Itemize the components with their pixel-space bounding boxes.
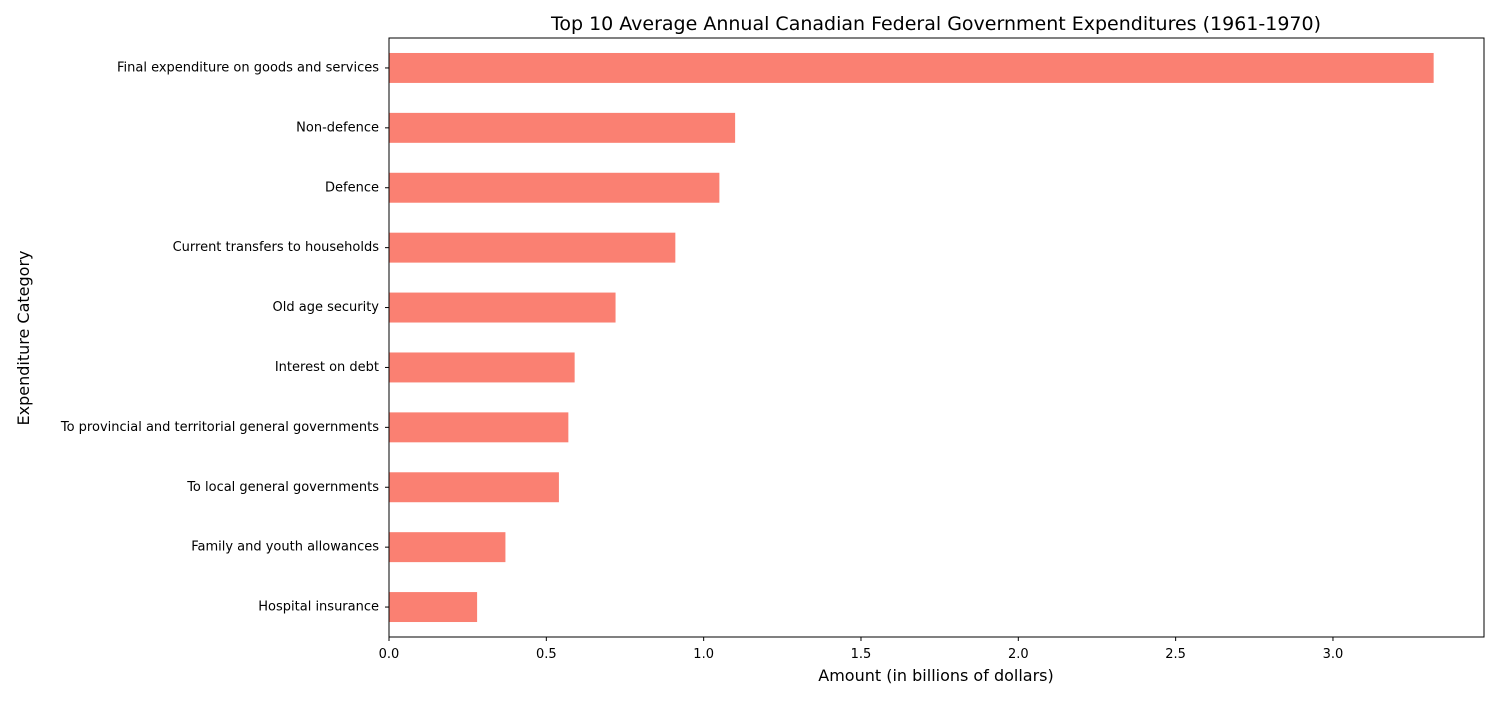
bar <box>389 52 1434 83</box>
y-tick-label: Hospital insurance <box>258 600 379 615</box>
bar <box>389 172 720 203</box>
bar <box>389 412 569 443</box>
y-axis-ticks: Final expenditure on goods and services N… <box>60 60 389 615</box>
x-tick-label: 0.5 <box>536 647 557 662</box>
y-axis-title: Expenditure Category <box>14 251 33 426</box>
y-tick-label: To provincial and territorial general go… <box>60 420 379 435</box>
x-axis-ticks: 0.0 0.5 1.0 1.5 2.0 2.5 3.0 <box>379 637 1344 662</box>
x-tick-label: 2.5 <box>1165 647 1186 662</box>
bar <box>389 232 676 263</box>
bar <box>389 592 478 623</box>
y-tick-label: Non-defence <box>296 120 379 135</box>
bar <box>389 292 616 323</box>
x-tick-label: 1.0 <box>693 647 714 662</box>
x-tick-label: 2.0 <box>1008 647 1029 662</box>
y-tick-label: Interest on debt <box>275 360 379 375</box>
bar <box>389 112 736 143</box>
plot-area-frame <box>388 37 1485 638</box>
chart-title: Top 10 Average Annual Canadian Federal G… <box>550 13 1321 35</box>
y-tick-label: Defence <box>325 180 379 195</box>
y-tick-label: Final expenditure on goods and services <box>117 60 379 75</box>
x-tick-label: 3.0 <box>1323 647 1344 662</box>
bar <box>389 352 575 383</box>
x-tick-label: 0.0 <box>379 647 400 662</box>
bar <box>389 472 559 503</box>
x-tick-label: 1.5 <box>851 647 872 662</box>
x-axis-title: Amount (in billions of dollars) <box>818 666 1053 685</box>
y-tick-label: To local general governments <box>186 480 379 495</box>
y-tick-label: Old age security <box>273 300 380 315</box>
y-tick-label: Current transfers to households <box>173 240 380 255</box>
bars-layer <box>389 52 1434 623</box>
bar <box>389 532 506 563</box>
y-tick-label: Family and youth allowances <box>191 540 379 555</box>
